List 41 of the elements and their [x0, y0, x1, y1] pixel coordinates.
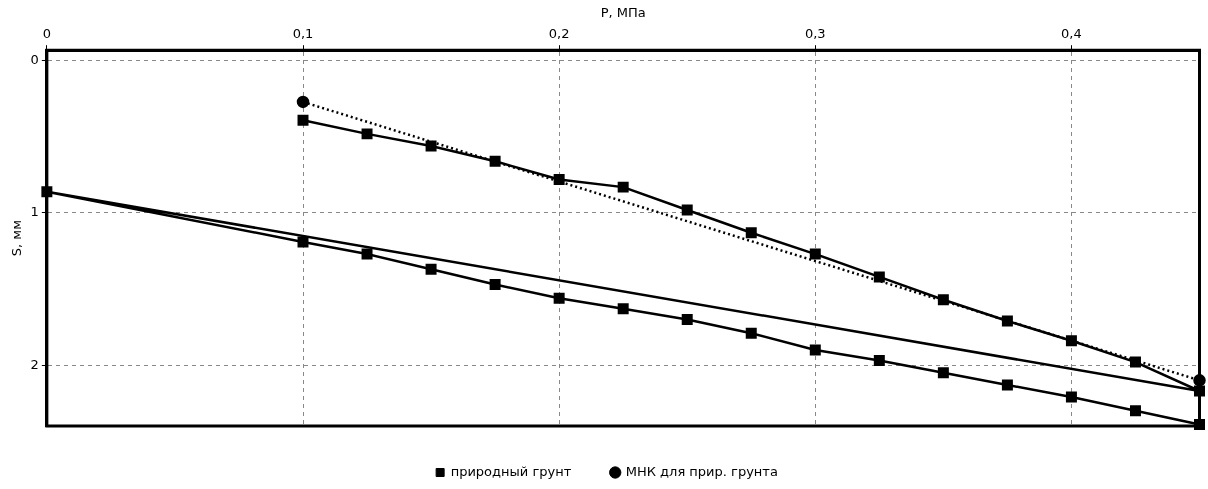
point: [297, 114, 309, 126]
y-tick-label: 0: [30, 52, 39, 68]
point: [296, 95, 310, 109]
point: [617, 181, 629, 193]
point: [745, 327, 757, 339]
point: [873, 271, 885, 283]
point: [1065, 391, 1077, 403]
point: [681, 314, 693, 325]
point: [1001, 315, 1013, 327]
y-axis-title: S, мм: [9, 220, 25, 257]
point: [745, 227, 757, 239]
legend-label: МНК для прир. грунта: [625, 463, 778, 479]
point: [937, 367, 949, 379]
point: [425, 140, 437, 152]
point: [361, 248, 373, 260]
point: [361, 128, 373, 140]
x-tick-label: 0: [42, 25, 52, 41]
x-tick-label: 0,4: [1061, 25, 1082, 41]
x-tick-label: 0,1: [292, 25, 314, 41]
x-tick-label: 0,3: [804, 25, 826, 41]
point: [681, 204, 693, 216]
point: [617, 303, 629, 315]
y-tick-label: 1: [30, 204, 39, 220]
point: [1129, 405, 1141, 417]
point: [553, 174, 565, 186]
point: [297, 236, 309, 248]
x-axis-title: P, МПа: [600, 5, 646, 21]
point: [937, 294, 949, 306]
point: [809, 248, 821, 260]
x-tick-label: 0,2: [548, 25, 570, 41]
point: [425, 263, 437, 275]
point: [553, 292, 565, 304]
point: [489, 155, 501, 167]
legend-label: природный грунт: [450, 463, 572, 479]
point: [489, 279, 501, 290]
point: [1001, 379, 1013, 391]
point: [1065, 335, 1077, 347]
point: [809, 344, 821, 356]
point: [873, 355, 885, 367]
point: [1129, 356, 1141, 368]
y-tick-label: 2: [30, 356, 39, 372]
